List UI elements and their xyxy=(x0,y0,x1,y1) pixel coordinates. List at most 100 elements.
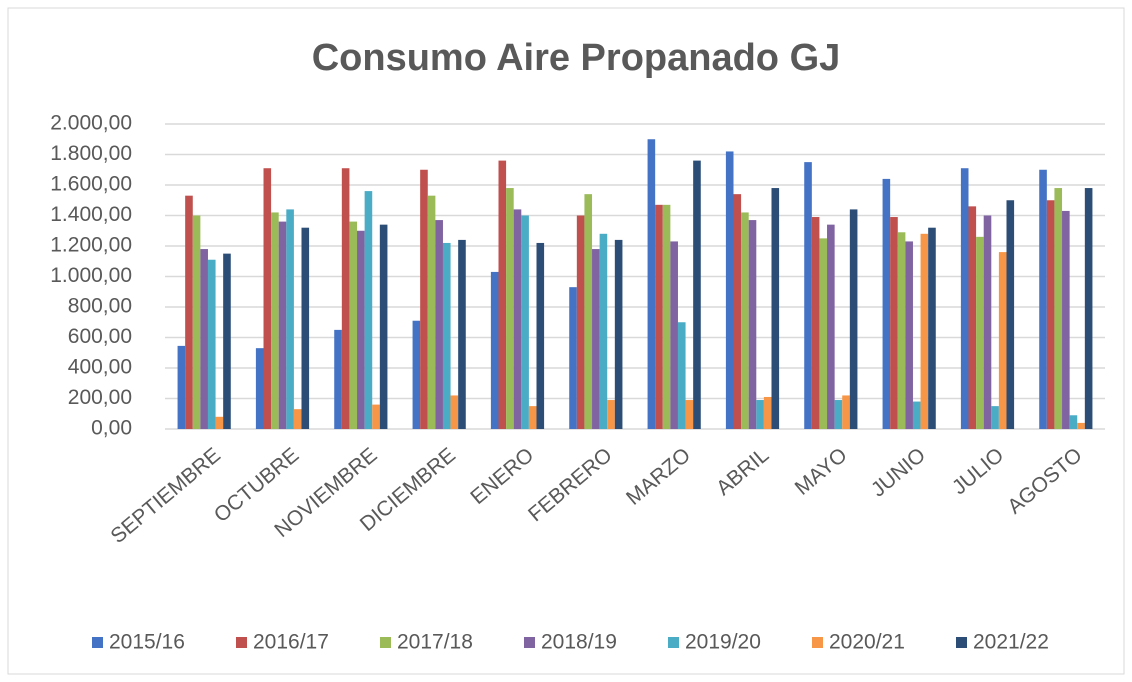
chart-frame xyxy=(7,7,1125,675)
bar xyxy=(427,195,436,429)
bar xyxy=(882,178,891,429)
bar xyxy=(215,416,224,429)
bar xyxy=(420,169,428,429)
bar xyxy=(647,139,656,429)
bar xyxy=(498,160,507,429)
bar xyxy=(412,320,421,429)
bar xyxy=(341,168,350,429)
bar xyxy=(301,227,310,429)
bar xyxy=(569,287,577,429)
bar xyxy=(528,406,537,429)
bar xyxy=(685,400,694,429)
bar xyxy=(756,400,764,429)
bar xyxy=(677,322,686,429)
y-tick-label: 1.200,00 xyxy=(50,234,132,257)
bar xyxy=(490,271,499,429)
bar xyxy=(442,242,451,429)
bar xyxy=(741,212,749,429)
bar xyxy=(513,209,522,429)
legend-swatch xyxy=(812,637,823,648)
bar xyxy=(849,209,858,429)
bar xyxy=(1054,188,1063,429)
chart-title: Consumo Aire Propanado GJ xyxy=(312,37,841,79)
bar xyxy=(842,395,850,429)
bar xyxy=(458,239,466,429)
bar xyxy=(998,252,1007,429)
y-tick-label: 600,00 xyxy=(68,325,132,348)
bar xyxy=(763,396,772,429)
bar xyxy=(614,239,623,429)
bar xyxy=(185,195,193,429)
legend-swatch xyxy=(380,637,391,648)
bar xyxy=(607,400,615,429)
bar xyxy=(192,215,201,429)
bar xyxy=(827,224,835,429)
y-tick-label: 1.800,00 xyxy=(50,142,132,165)
bar xyxy=(983,215,992,429)
bar xyxy=(536,242,545,429)
bar xyxy=(890,217,898,429)
bar xyxy=(811,217,820,429)
bar xyxy=(207,259,216,429)
legend-swatch xyxy=(236,637,247,648)
legend-label: 2018/19 xyxy=(541,631,617,654)
bar xyxy=(928,227,936,429)
bar xyxy=(357,230,365,429)
y-tick-label: 0,00 xyxy=(91,417,132,440)
bar xyxy=(1069,415,1078,429)
legend-label: 2017/18 xyxy=(397,631,473,654)
bar xyxy=(670,241,678,429)
legend-swatch xyxy=(668,637,679,648)
bar xyxy=(349,221,358,429)
bar xyxy=(960,168,969,429)
bar xyxy=(584,194,593,429)
y-tick-label: 400,00 xyxy=(68,356,132,379)
bar xyxy=(364,191,373,429)
bar xyxy=(1039,169,1047,429)
bar xyxy=(1084,188,1093,429)
bar xyxy=(733,194,742,429)
y-tick-label: 200,00 xyxy=(68,386,132,409)
bar xyxy=(976,236,984,429)
legend-label: 2015/16 xyxy=(109,631,185,654)
bar xyxy=(223,253,231,429)
y-tick-label: 1.600,00 xyxy=(50,173,132,196)
legend-label: 2016/17 xyxy=(253,631,329,654)
bar xyxy=(968,206,977,429)
y-tick-label: 2.000,00 xyxy=(50,112,132,135)
legend-label: 2019/20 xyxy=(685,631,761,654)
y-tick-label: 800,00 xyxy=(68,295,132,318)
bar xyxy=(177,345,186,429)
bar xyxy=(834,400,843,429)
legend-swatch xyxy=(92,637,103,648)
bar xyxy=(576,215,585,429)
bar xyxy=(592,249,600,429)
bar xyxy=(521,215,529,429)
bar xyxy=(912,401,921,429)
bar xyxy=(1006,200,1015,429)
legend-swatch xyxy=(524,637,535,648)
legend-swatch xyxy=(956,637,967,648)
bar xyxy=(819,238,828,429)
bar xyxy=(905,241,913,429)
bar xyxy=(372,404,380,429)
bar xyxy=(920,233,929,429)
bar xyxy=(1062,210,1070,429)
bar xyxy=(286,209,294,429)
bar xyxy=(506,188,514,429)
bar xyxy=(897,232,906,429)
bar xyxy=(450,395,459,429)
bar xyxy=(804,162,812,429)
bar xyxy=(771,188,780,429)
bar xyxy=(379,224,388,429)
bar xyxy=(748,220,757,429)
y-tick-label: 1.400,00 xyxy=(50,203,132,226)
bar xyxy=(662,204,671,429)
bar xyxy=(435,220,443,429)
bar xyxy=(1077,422,1085,429)
y-tick-label: 1.000,00 xyxy=(50,264,132,287)
bar xyxy=(200,249,208,429)
bar xyxy=(271,212,279,429)
bar xyxy=(725,151,734,429)
bar xyxy=(991,406,999,429)
